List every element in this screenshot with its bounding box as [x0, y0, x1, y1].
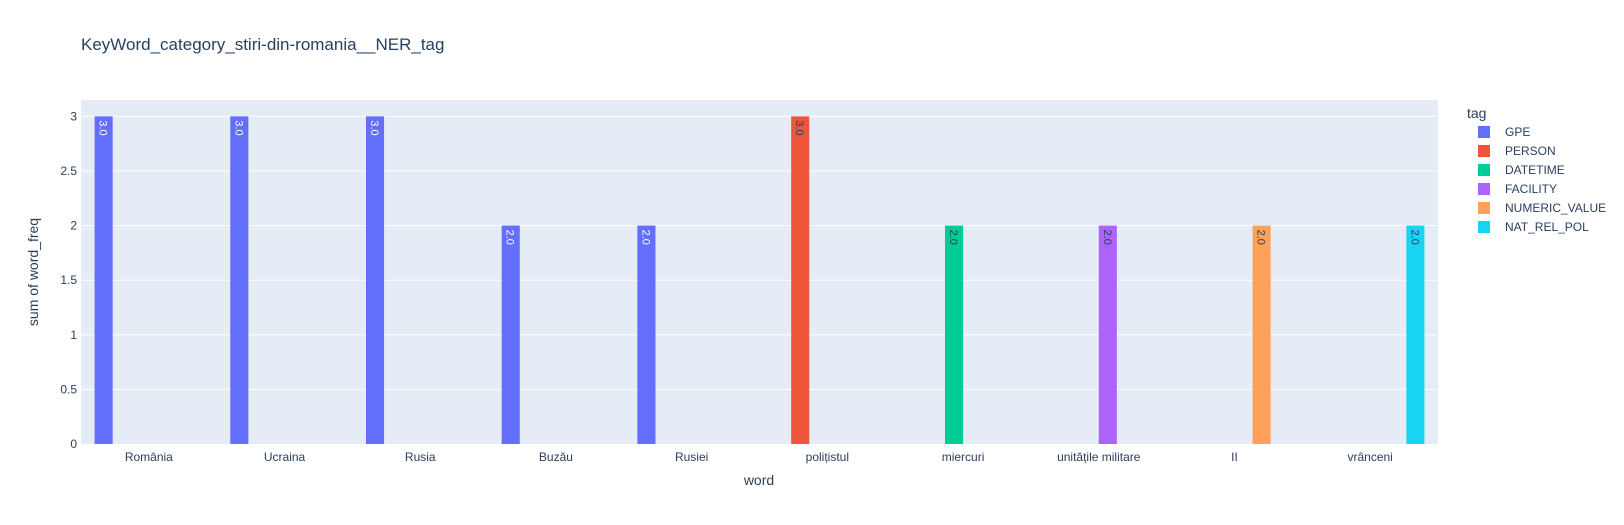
bar-value-label: 2.0	[1101, 230, 1113, 245]
bar	[944, 225, 964, 444]
legend-swatch	[1478, 145, 1490, 157]
x-tick-label: vrânceni	[1347, 450, 1392, 464]
x-tick-label: unitățile militare	[1057, 450, 1141, 464]
bar-value-label: 3.0	[97, 120, 109, 135]
legend-title: tag	[1467, 105, 1486, 121]
y-tick-label: 2.5	[60, 164, 77, 178]
bar	[791, 116, 810, 444]
bar	[637, 225, 656, 444]
chart-title: KeyWord_category_stiri-din-romania__NER_…	[81, 35, 444, 54]
bar	[94, 116, 113, 444]
legend-swatch	[1478, 183, 1490, 195]
bar	[365, 116, 385, 444]
x-tick-label: Ucraina	[264, 450, 306, 464]
legend-swatch	[1478, 126, 1490, 138]
y-tick-label: 0	[70, 437, 77, 451]
x-axis-title: word	[743, 472, 774, 488]
plot-area	[81, 100, 1438, 444]
legend-item-label: PERSON	[1505, 144, 1556, 158]
x-tick-label: România	[125, 450, 173, 464]
x-tick-label: Buzău	[539, 450, 573, 464]
legend-swatch	[1478, 202, 1490, 214]
legend: tag GPE PERSON DATETIME FACILITY NUMERIC_VAL…	[1467, 105, 1606, 234]
bars: 3.0 3.0 3.0 2.0 2.0 3.0 2.0 2.0 2.0 2.0	[94, 116, 1425, 444]
gridlines	[81, 115, 1438, 390]
bar	[1252, 225, 1271, 444]
y-tick-label: 1.5	[60, 273, 77, 287]
x-tick-label: Rusia	[405, 450, 436, 464]
bar	[501, 225, 520, 444]
legend-item-label: NUMERIC_VALUE	[1505, 201, 1606, 215]
y-tick-label: 3	[70, 109, 77, 123]
x-axis-ticks: România Ucraina Rusia Buzău Rusiei polițistul…	[125, 450, 1393, 464]
legend-item-label: FACILITY	[1505, 182, 1557, 196]
bar-value-label: 3.0	[232, 120, 244, 135]
bar-value-label: 2.0	[1255, 230, 1267, 245]
y-tick-label: 2	[70, 219, 77, 233]
legend-item-label: NAT_REL_POL	[1505, 220, 1589, 234]
y-axis-title: sum of word_freq	[25, 218, 41, 326]
bar-value-label: 2.0	[639, 230, 651, 245]
y-tick-label: 0.5	[60, 382, 77, 396]
x-tick-label: polițistul	[806, 450, 849, 464]
bar-value-label: 2.0	[1408, 230, 1420, 245]
bar-value-label: 3.0	[368, 120, 380, 135]
legend-item-label: DATETIME	[1505, 163, 1565, 177]
bar-value-label: 2.0	[504, 230, 516, 245]
legend-item-label: GPE	[1505, 125, 1530, 139]
bar	[1098, 225, 1117, 444]
bar	[1406, 225, 1425, 444]
y-axis-ticks: 0 0.5 1 1.5 2 2.5 3	[60, 109, 77, 451]
bar-value-label: 2.0	[947, 230, 959, 245]
x-tick-label: miercuri	[942, 450, 985, 464]
x-tick-label: II	[1231, 450, 1238, 464]
y-tick-label: 1	[70, 328, 77, 342]
legend-swatch	[1478, 164, 1490, 176]
bar	[230, 116, 249, 444]
legend-swatch	[1478, 221, 1490, 233]
bar-value-label: 3.0	[793, 120, 805, 135]
x-tick-label: Rusiei	[675, 450, 708, 464]
